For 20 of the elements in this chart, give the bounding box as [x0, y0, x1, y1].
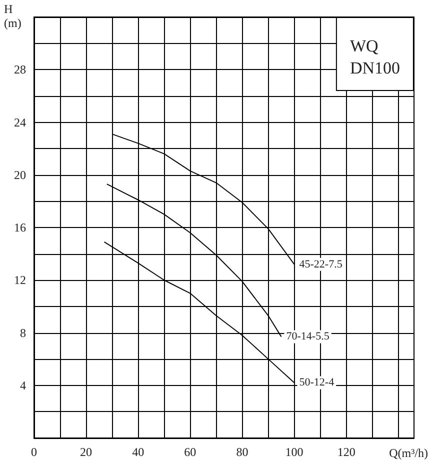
text: WQ DN100: [350, 36, 400, 78]
y-tick-label: 16: [14, 220, 26, 234]
y-tick-label: 24: [14, 115, 26, 130]
x-tick-label: 20: [80, 445, 92, 459]
y-tick-label: 28: [14, 62, 26, 77]
x-tick-label: 0: [31, 445, 37, 459]
x-tick-label: 80: [236, 445, 248, 459]
series-label: 50-12-4: [299, 376, 335, 389]
y-tick-label: 20: [14, 168, 26, 182]
x-tick-label: 120: [337, 445, 356, 459]
y-tick-label: 8: [20, 326, 26, 340]
y-axis-title: H (m): [4, 2, 22, 30]
x-tick-label: 100: [285, 445, 304, 459]
y-tick-label: 12: [14, 273, 26, 288]
x-axis-title: Q(m³/h): [389, 446, 428, 460]
y-tick-label: 4: [20, 378, 26, 392]
x-tick-label: 40: [132, 445, 144, 459]
series-label: 45-22-7.5: [299, 258, 343, 270]
series-label: 70-14-5.5: [286, 330, 330, 343]
x-tick-label: 60: [184, 445, 196, 459]
